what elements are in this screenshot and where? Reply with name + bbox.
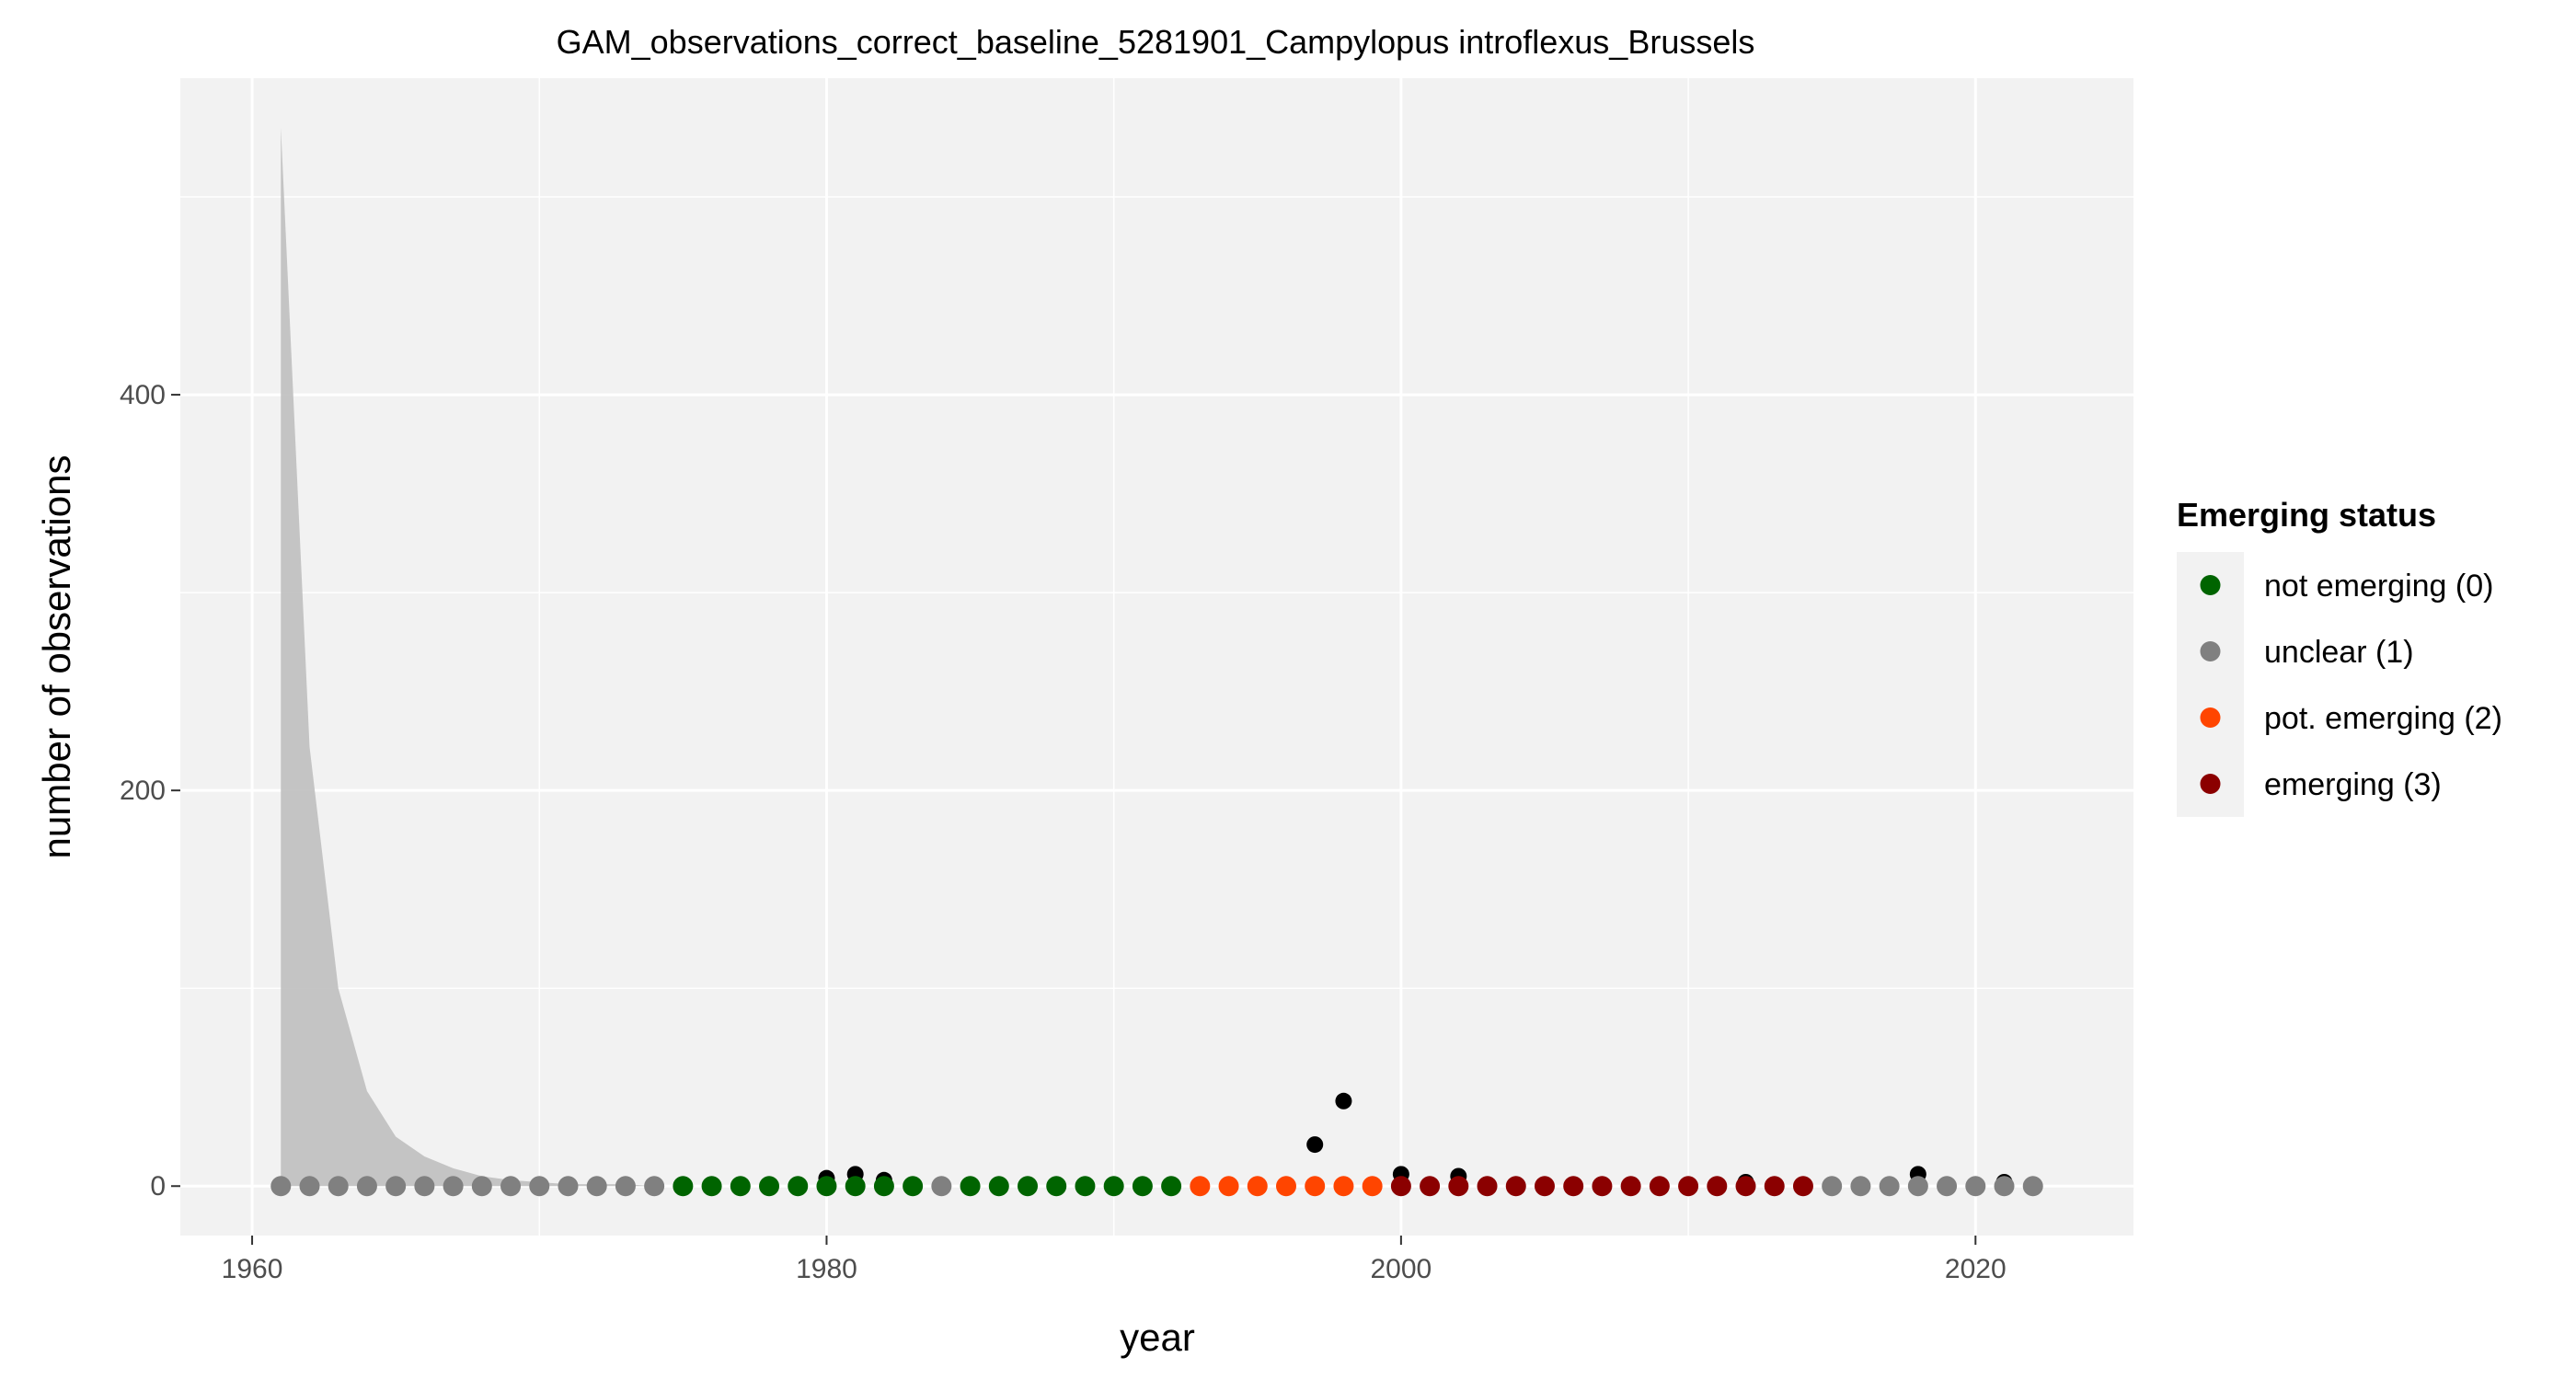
status-point — [1448, 1176, 1469, 1197]
status-point — [1190, 1176, 1211, 1197]
status-point — [1218, 1176, 1239, 1197]
x-tick-label: 2000 — [1371, 1254, 1432, 1284]
status-point — [414, 1176, 435, 1197]
status-point — [788, 1176, 809, 1197]
status-point — [328, 1176, 349, 1197]
observation-point — [1335, 1092, 1352, 1110]
status-point — [1305, 1176, 1326, 1197]
y-tick-label: 200 — [120, 776, 166, 806]
status-point — [270, 1176, 292, 1197]
status-point — [1649, 1176, 1670, 1197]
status-point — [1103, 1176, 1124, 1197]
status-point — [1792, 1176, 1813, 1197]
status-point — [1075, 1176, 1096, 1197]
status-point — [1850, 1176, 1871, 1197]
grid-minor — [180, 78, 2133, 1236]
status-point — [1046, 1176, 1067, 1197]
status-point — [1505, 1176, 1526, 1197]
legend-entries: not emerging (0) unclear (1) pot. emerging… — [2177, 552, 2502, 817]
status-point — [759, 1176, 780, 1197]
x-tick-label: 1960 — [222, 1254, 283, 1284]
status-point — [1678, 1176, 1699, 1197]
status-point — [615, 1176, 636, 1197]
status-point — [873, 1176, 894, 1197]
status-point — [1563, 1176, 1584, 1197]
legend-label: not emerging (0) — [2264, 569, 2493, 604]
x-tick-label: 2020 — [1945, 1254, 2007, 1284]
x-tick-label: 1980 — [796, 1254, 857, 1284]
status-point — [1707, 1176, 1728, 1197]
status-point — [1879, 1176, 1900, 1197]
status-point — [558, 1176, 579, 1197]
legend-label: pot. emerging (2) — [2264, 701, 2502, 736]
x-axis: 1960 1980 2000 2020 — [222, 1236, 2007, 1284]
status-point — [1275, 1176, 1296, 1197]
status-point — [1161, 1176, 1182, 1197]
status-point — [1965, 1176, 1986, 1197]
status-point — [1420, 1176, 1441, 1197]
y-tick-label: 0 — [150, 1171, 166, 1202]
chart-title: GAM_observations_correct_baseline_528190… — [557, 23, 1755, 61]
status-point — [816, 1176, 837, 1197]
status-point — [730, 1176, 751, 1197]
status-point — [356, 1176, 377, 1197]
x-axis-title: year — [1120, 1316, 1195, 1359]
status-point — [1937, 1176, 1958, 1197]
status-point — [1390, 1176, 1411, 1197]
legend-label: unclear (1) — [2264, 635, 2414, 670]
y-tick-label: 400 — [120, 380, 166, 410]
status-point — [500, 1176, 522, 1197]
status-point — [903, 1176, 924, 1197]
status-point — [988, 1176, 1009, 1197]
status-point — [1018, 1176, 1039, 1197]
legend: Emerging status not emerging (0) unclear … — [2177, 496, 2502, 817]
legend-key — [2200, 707, 2221, 728]
status-point — [1764, 1176, 1785, 1197]
status-point — [2022, 1176, 2043, 1197]
legend-key — [2200, 641, 2221, 661]
legend-key — [2200, 575, 2221, 595]
legend-key — [2200, 774, 2221, 794]
y-axis: 0 200 400 — [120, 380, 180, 1202]
status-point — [673, 1176, 694, 1197]
legend-label: emerging (3) — [2264, 767, 2442, 802]
observation-point — [1306, 1136, 1324, 1154]
status-point — [1333, 1176, 1354, 1197]
status-point — [385, 1176, 407, 1197]
status-point — [644, 1176, 665, 1197]
status-point — [1592, 1176, 1613, 1197]
status-point — [529, 1176, 550, 1197]
status-point — [1247, 1176, 1268, 1197]
status-point — [1735, 1176, 1756, 1197]
status-point — [701, 1176, 722, 1197]
status-point — [1620, 1176, 1641, 1197]
status-point — [1362, 1176, 1383, 1197]
plot-panel — [180, 78, 2133, 1236]
status-point — [1994, 1176, 2015, 1197]
status-point — [1822, 1176, 1843, 1197]
status-point — [443, 1176, 464, 1197]
y-axis-title: number of observations — [35, 455, 78, 859]
status-points — [270, 1176, 2043, 1197]
status-point — [931, 1176, 952, 1197]
legend-title: Emerging status — [2177, 496, 2436, 534]
status-point — [960, 1176, 981, 1197]
status-point — [1907, 1176, 1928, 1197]
status-point — [845, 1176, 866, 1197]
status-point — [299, 1176, 320, 1197]
status-point — [471, 1176, 492, 1197]
status-point — [1132, 1176, 1153, 1197]
status-point — [586, 1176, 607, 1197]
status-point — [1534, 1176, 1555, 1197]
status-point — [1477, 1176, 1498, 1197]
